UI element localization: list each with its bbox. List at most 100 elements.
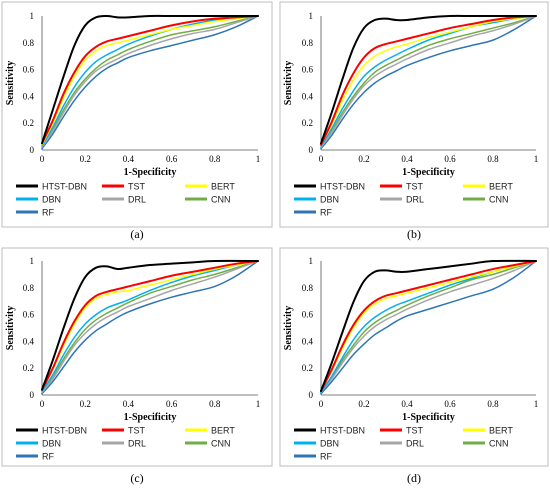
x-axis-label: 1-Specificity <box>124 167 177 178</box>
legend-label: TST <box>406 182 424 192</box>
legend-label: RF <box>42 452 54 462</box>
panel-caption: (a) <box>130 227 143 241</box>
legend-label: HTST-DBN <box>320 426 365 436</box>
legend-label: CNN <box>211 195 231 205</box>
y-tick-label: 0 <box>30 145 35 155</box>
y-tick-label: 1 <box>30 256 35 266</box>
x-tick-label: 0.8 <box>487 399 499 409</box>
y-axis-label: Sensitivity <box>283 61 294 105</box>
series-line-dbn <box>320 15 537 147</box>
series-line-htst-dbn <box>41 14 259 145</box>
legend-label: RF <box>42 208 54 218</box>
y-tick-label: 1 <box>309 11 314 21</box>
x-tick-label: 0.2 <box>358 399 369 409</box>
y-tick-label: 0 <box>309 390 314 400</box>
series-line-tst <box>320 260 537 392</box>
y-tick-label: 0.4 <box>302 91 314 101</box>
x-tick-label: 0 <box>319 154 324 164</box>
x-tick-label: 0.4 <box>401 399 413 409</box>
x-tick-label: 0.8 <box>209 154 221 164</box>
legend-label: CNN <box>211 439 231 449</box>
legend-label: DBN <box>320 195 339 205</box>
legend: HTST-DBN TST BERT DBN DRL CNN RF <box>16 182 235 218</box>
y-tick-label: 0.6 <box>302 65 314 75</box>
legend-label: BERT <box>211 426 235 436</box>
x-axis-label: 1-Specificity <box>402 167 455 178</box>
legend-label: TST <box>406 426 424 436</box>
x-tick-label: 0 <box>40 154 45 164</box>
panel-a: 0 0.2 0.4 0.6 0.8 1 0 0.2 0.4 0.6 0.8 1 1-Specificit… <box>1 1 273 241</box>
y-tick-label: 0.8 <box>23 38 35 48</box>
panel-b: 0 0.2 0.4 0.6 0.8 1 0 0.2 0.4 0.6 0.8 1 1-Specificit… <box>279 1 549 241</box>
legend-label: TST <box>128 182 146 192</box>
series-line-rf <box>41 15 259 150</box>
series-line-drl <box>41 15 259 149</box>
y-tick-label: 0.6 <box>302 310 314 320</box>
series-line-bert <box>41 15 259 146</box>
y-axis-label: Sensitivity <box>283 306 294 350</box>
legend-label: HTST-DBN <box>42 426 87 436</box>
x-tick-label: 0.4 <box>401 154 413 164</box>
legend-label: BERT <box>489 182 513 192</box>
x-axis-label: 1-Specificity <box>124 412 177 423</box>
legend-label: CNN <box>489 439 509 449</box>
panel-c: 0 0.2 0.4 0.6 0.8 1 0 0.2 0.4 0.6 0.8 1 1-Specificit… <box>1 247 273 485</box>
panel-frame <box>1 1 273 228</box>
series-line-cnn <box>41 15 259 147</box>
panel-caption: (d) <box>407 471 421 485</box>
x-tick-label: 1 <box>534 399 539 409</box>
x-tick-label: 0.6 <box>444 399 456 409</box>
legend-label: DBN <box>320 439 339 449</box>
y-tick-label: 0.8 <box>302 283 314 293</box>
y-tick-label: 0.6 <box>23 310 35 320</box>
y-tick-label: 0.8 <box>302 38 314 48</box>
y-tick-label: 0.6 <box>23 65 35 75</box>
x-tick-label: 1 <box>256 154 261 164</box>
series-line-tst <box>41 260 259 391</box>
y-tick-label: 0.2 <box>23 118 34 128</box>
legend-label: TST <box>128 426 146 436</box>
series-line-bert <box>41 260 259 391</box>
series-line-drl <box>41 260 259 394</box>
series-line-htst-dbn <box>320 14 537 145</box>
panel-caption: (b) <box>407 227 421 241</box>
x-tick-label: 1 <box>534 154 539 164</box>
series-line-bert <box>320 260 537 392</box>
y-tick-label: 0 <box>309 145 314 155</box>
x-tick-label: 1 <box>256 399 261 409</box>
x-tick-label: 0.4 <box>123 154 135 164</box>
y-tick-label: 0.2 <box>302 118 313 128</box>
legend: HTST-DBN TST BERT DBN DRL CNN RF <box>294 182 513 218</box>
legend-label: RF <box>320 208 332 218</box>
series-line-drl <box>320 15 537 149</box>
x-tick-label: 0.6 <box>166 399 178 409</box>
series-line-tst <box>41 15 259 145</box>
x-tick-label: 0.2 <box>358 154 369 164</box>
y-tick-label: 0.2 <box>23 363 34 373</box>
x-tick-label: 0.8 <box>487 154 499 164</box>
legend-label: DRL <box>128 439 146 449</box>
legend-label: BERT <box>489 426 513 436</box>
series-line-bert <box>320 15 537 146</box>
panel-frame <box>279 1 549 228</box>
legend-label: HTST-DBN <box>42 182 87 192</box>
x-axis-label: 1-Specificity <box>402 412 455 423</box>
x-tick-label: 0.4 <box>123 399 135 409</box>
legend-label: DRL <box>406 195 424 205</box>
legend: HTST-DBN TST BERT DBN DRL CNN RF <box>294 426 513 462</box>
y-tick-label: 0.4 <box>23 336 35 346</box>
series-line-rf <box>41 260 259 395</box>
panel-caption: (c) <box>130 471 143 485</box>
series-line-rf <box>320 260 537 395</box>
series-line-tst <box>320 15 537 146</box>
y-tick-label: 1 <box>30 11 35 21</box>
legend-label: DRL <box>128 195 146 205</box>
y-tick-label: 0.4 <box>23 91 35 101</box>
series-line-cnn <box>320 260 537 394</box>
series-line-dbn <box>41 15 259 147</box>
y-axis-label: Sensitivity <box>5 61 16 105</box>
y-tick-label: 0.8 <box>23 283 35 293</box>
x-tick-label: 0.2 <box>80 154 91 164</box>
y-tick-label: 0.2 <box>302 363 313 373</box>
